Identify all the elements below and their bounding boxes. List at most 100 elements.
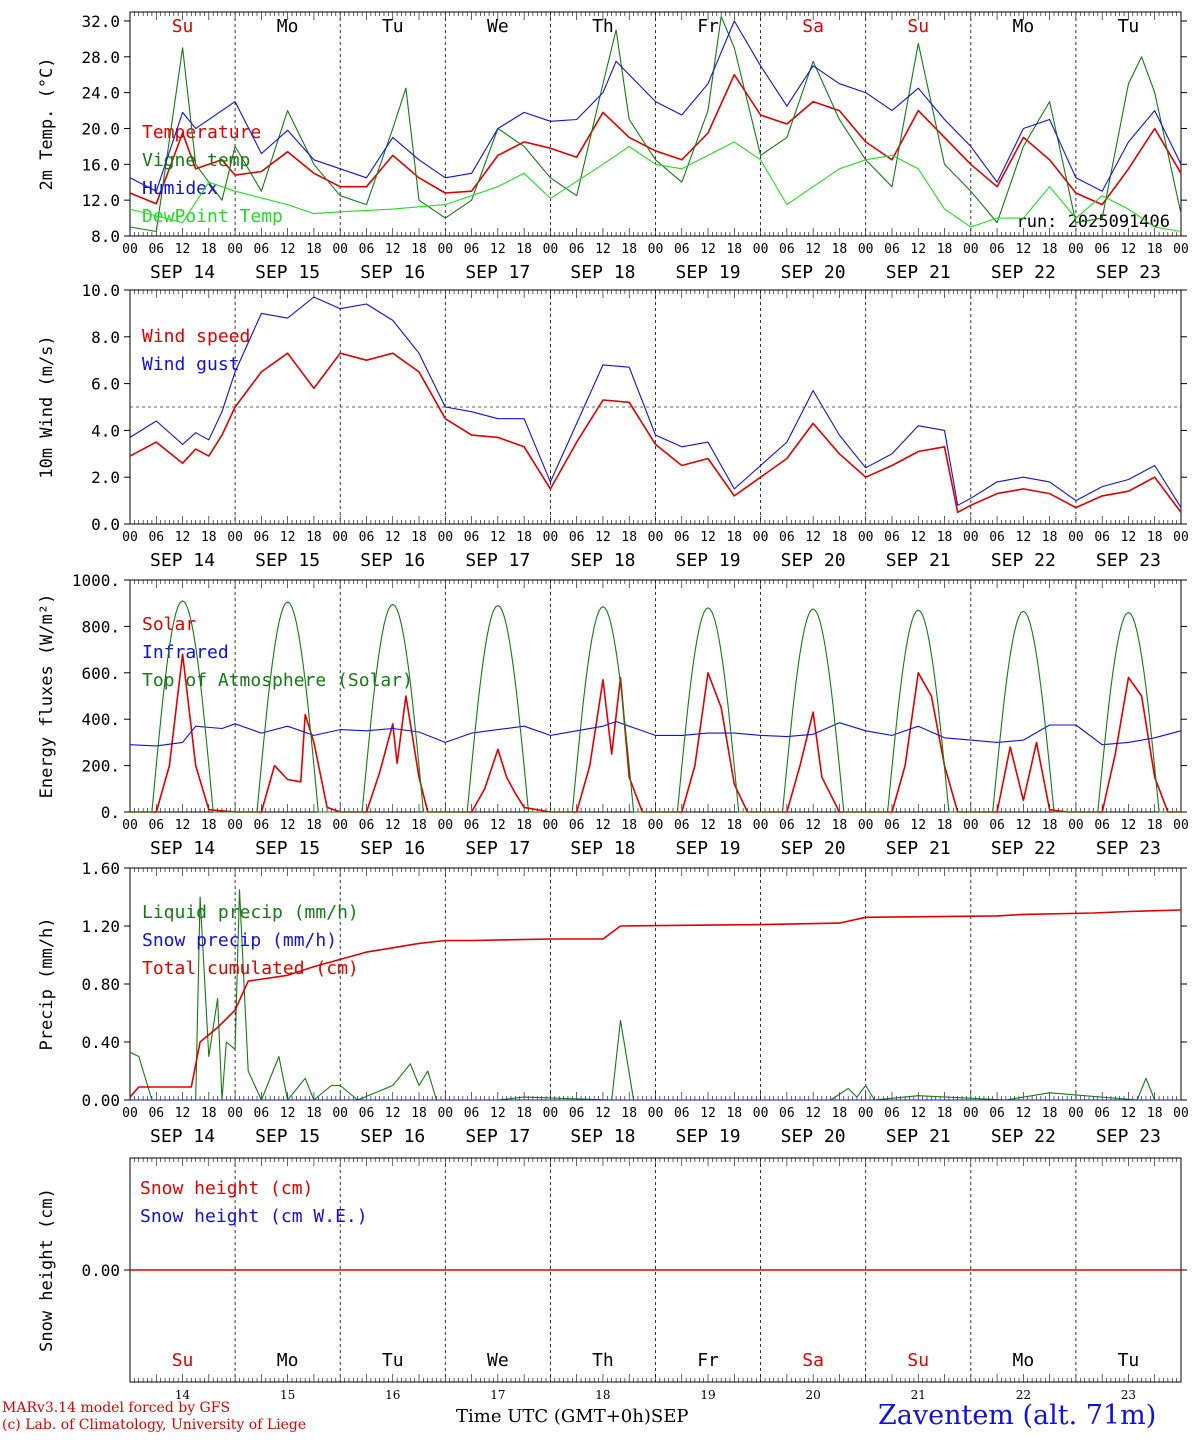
hour-label: 12	[385, 242, 401, 257]
day-name: Sa	[802, 1350, 824, 1371]
date-label: SEP 19	[676, 1126, 741, 1147]
hour-label: 06	[779, 242, 795, 257]
day-name: Mo	[277, 16, 299, 37]
date-label: SEP 22	[991, 262, 1056, 283]
hour-label: 06	[254, 818, 270, 833]
hour-label: 00	[963, 242, 979, 257]
hour-label: 18	[1147, 818, 1163, 833]
hour-label: 06	[674, 530, 690, 545]
hour-label: 00	[227, 242, 243, 257]
hour-label: 00	[332, 1106, 348, 1121]
hour-label: 06	[989, 818, 1005, 833]
hour-label: 18	[832, 530, 848, 545]
date-label: SEP 20	[781, 838, 846, 859]
hour-label: 00	[437, 818, 453, 833]
hour-label: 18	[937, 530, 953, 545]
month-label: SEP	[650, 1406, 689, 1427]
copyright-label: (c) Lab. of Climatology, University of L…	[2, 1417, 307, 1433]
day-name: Su	[172, 1350, 194, 1371]
hour-label: 18	[516, 1106, 532, 1121]
y-axis-label: Energy fluxes (W/m²)	[37, 594, 57, 799]
hour-label: 12	[805, 530, 821, 545]
date-label: SEP 17	[465, 838, 530, 859]
series-line	[129, 20, 1182, 192]
y-tick-label: 2.0	[91, 468, 120, 487]
y-tick-label: 6.0	[91, 375, 120, 394]
hour-label: 06	[359, 530, 375, 545]
y-tick-label: 24.0	[81, 84, 120, 103]
panel-1: 8.0 12.0 16.0 20.0 24.0 28.0 32.0 2m Temp. (°C)…	[37, 11, 1189, 283]
day-number-label: 16	[385, 1388, 400, 1402]
date-label: SEP 18	[570, 262, 635, 283]
hour-label: 00	[753, 530, 769, 545]
day-number-label: 21	[911, 1388, 926, 1402]
day-name: Tu	[382, 1350, 404, 1371]
hour-label: 00	[227, 1106, 243, 1121]
hour-label: 12	[490, 242, 506, 257]
hour-label: 12	[910, 242, 926, 257]
day-name: Mo	[1013, 1350, 1035, 1371]
hour-label: 06	[884, 1106, 900, 1121]
hour-label: 06	[674, 242, 690, 257]
y-tick-label: 800.	[81, 617, 120, 636]
date-label: SEP 21	[886, 838, 951, 859]
hour-label: 18	[516, 818, 532, 833]
hour-label: 06	[989, 530, 1005, 545]
day-name: Mo	[277, 1350, 299, 1371]
hour-label: 12	[805, 818, 821, 833]
date-label: SEP 14	[150, 550, 215, 571]
hour-label: 12	[595, 242, 611, 257]
date-label: SEP 14	[150, 262, 215, 283]
date-label: SEP 19	[676, 262, 741, 283]
hour-label: 18	[411, 530, 427, 545]
hour-label: 12	[805, 242, 821, 257]
legend-entry: Humidex	[142, 178, 218, 199]
y-tick-label: 200.	[81, 757, 120, 776]
hour-label: 18	[411, 242, 427, 257]
hour-label: 18	[201, 1106, 217, 1121]
hour-label: 18	[1147, 1106, 1163, 1121]
hour-label: 18	[621, 530, 637, 545]
hour-label: 06	[674, 818, 690, 833]
hour-label: 12	[385, 1106, 401, 1121]
hour-label: 00	[122, 1106, 138, 1121]
hour-label: 12	[1016, 242, 1032, 257]
date-label: SEP 17	[465, 262, 530, 283]
series-line	[129, 720, 1182, 747]
series-line	[129, 909, 1182, 1098]
hour-label: 18	[1147, 530, 1163, 545]
hour-label: 06	[148, 242, 164, 257]
hour-label: 12	[1121, 818, 1137, 833]
date-label: SEP 18	[570, 1126, 635, 1147]
series-line	[129, 889, 1181, 1101]
panel-3: 0. 200. 400. 600. 800. 1000. Energy fluxes (W/…	[37, 571, 1189, 859]
hour-label: 18	[726, 242, 742, 257]
hour-label: 18	[937, 818, 953, 833]
hour-label: 12	[385, 530, 401, 545]
day-number-label: 19	[700, 1388, 715, 1402]
date-label: SEP 23	[1096, 550, 1161, 571]
y-tick-label: 32.0	[81, 12, 120, 31]
hour-label: 12	[385, 818, 401, 833]
y-axis-label: 10m Wind (m/s)	[37, 335, 57, 478]
hour-label: 18	[201, 242, 217, 257]
day-name: Tu	[1118, 1350, 1140, 1371]
day-name: Th	[592, 1350, 614, 1371]
hour-label: 00	[122, 530, 138, 545]
hour-label: 12	[280, 818, 296, 833]
hour-label: 06	[359, 1106, 375, 1121]
hour-label: 18	[937, 242, 953, 257]
day-number-label: 17	[490, 1388, 505, 1402]
date-label: SEP 18	[570, 838, 635, 859]
panel-4: 0.00 0.40 0.80 1.20 1.60 Precip (mm/h) 00 06 12 1…	[37, 859, 1189, 1147]
day-name: Sa	[802, 16, 824, 37]
station-title: Zaventem (alt. 71m)	[878, 1400, 1157, 1431]
hour-label: 00	[648, 242, 664, 257]
legend-entry: Snow height (cm)	[140, 1178, 313, 1199]
hour-label: 00	[963, 818, 979, 833]
hour-label: 00	[648, 530, 664, 545]
hour-label: 12	[175, 530, 191, 545]
hour-label: 18	[1042, 242, 1058, 257]
hour-label: 06	[989, 1106, 1005, 1121]
hour-label: 12	[910, 818, 926, 833]
